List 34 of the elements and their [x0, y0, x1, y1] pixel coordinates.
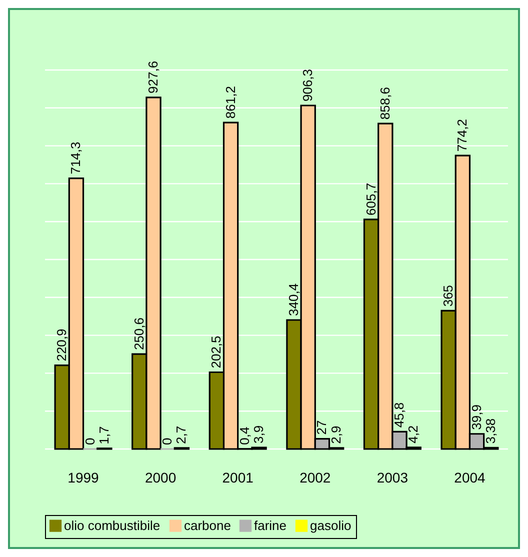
data-label: 2,9	[328, 426, 344, 444]
legend-label: gasolio	[310, 518, 352, 533]
data-label: 39,9	[468, 404, 484, 430]
data-label: 0	[82, 438, 98, 445]
data-label: 2,7	[174, 426, 189, 444]
data-label: 861,2	[222, 86, 238, 119]
data-label: 27	[314, 420, 330, 435]
data-label: 927,6	[146, 60, 161, 94]
legend-label: farine	[254, 518, 287, 533]
data-label: 1,7	[96, 426, 112, 444]
data-label: 220,9	[54, 328, 70, 362]
data-label: 3,9	[251, 425, 266, 444]
legend-label: carbone	[184, 518, 231, 533]
data-label: 714,3	[68, 142, 84, 174]
x-tick-label: 2003	[376, 470, 408, 486]
data-label: 3,38	[482, 418, 498, 444]
data-label: 4,2	[406, 425, 421, 444]
data-label: 250,6	[131, 317, 146, 350]
data-label: 605,7	[363, 182, 378, 216]
data-label: 202,5	[208, 336, 224, 368]
data-label: 0	[160, 438, 175, 445]
data-label: 45,8	[391, 402, 406, 428]
data-label: 340,4	[286, 283, 301, 316]
data-label: 774,2	[454, 119, 470, 152]
data-label: 906,3	[300, 68, 316, 102]
x-tick-label: 2004	[454, 470, 486, 486]
data-label: 365	[440, 284, 456, 307]
data-label: 858,6	[377, 87, 392, 120]
legend-label: olio combustibile	[64, 518, 160, 533]
x-tick-label: 2001	[222, 470, 254, 486]
x-tick-label: 2000	[144, 470, 176, 486]
x-tick-label: 1999	[68, 470, 100, 486]
x-tick-label: 2002	[300, 470, 331, 486]
data-label: 0,4	[236, 426, 252, 445]
